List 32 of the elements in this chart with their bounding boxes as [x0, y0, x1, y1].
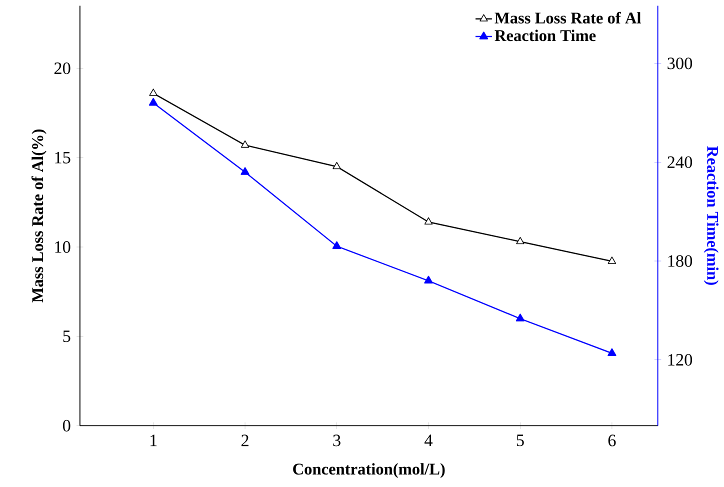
point: [148, 98, 158, 106]
x-tick-label: 3: [333, 434, 340, 446]
point: [608, 348, 616, 356]
y2-tick-label: 300: [668, 57, 692, 70]
point: [424, 217, 433, 224]
y-tick-label: 0: [62, 420, 70, 432]
y-axis-title: Mass Loss Rate of Al(%): [32, 129, 46, 302]
x-tick-label: 6: [608, 434, 616, 446]
point: [516, 314, 525, 322]
point: [516, 236, 524, 244]
point: [332, 241, 342, 249]
y2-axis-title: Reaction Time(min): [704, 146, 719, 285]
legend-label: Mass Loss Rate of Al: [494, 12, 641, 24]
y-tick-label: 5: [63, 330, 70, 342]
point: [608, 256, 616, 264]
point: [240, 140, 250, 148]
y2-tick-label: 180: [668, 255, 692, 267]
y2-tick-label: 120: [668, 354, 692, 366]
y-tick-label: 10: [55, 241, 70, 253]
y-tick-label: 20: [54, 62, 70, 74]
x-axis-title: Concentration(mol/L): [293, 462, 445, 478]
legend-label: Reaction Time: [494, 30, 596, 41]
x-tick-label: 1: [150, 434, 157, 446]
point: [424, 276, 433, 284]
x-tick-label: 5: [516, 434, 524, 446]
y2-tick-label: 240: [668, 156, 692, 168]
x-tick-label: 2: [241, 434, 248, 446]
point: [332, 162, 341, 169]
x-tick-label: 4: [424, 434, 433, 446]
y-tick-label: 15: [55, 152, 70, 164]
point: [149, 88, 158, 96]
point: [240, 166, 250, 175]
